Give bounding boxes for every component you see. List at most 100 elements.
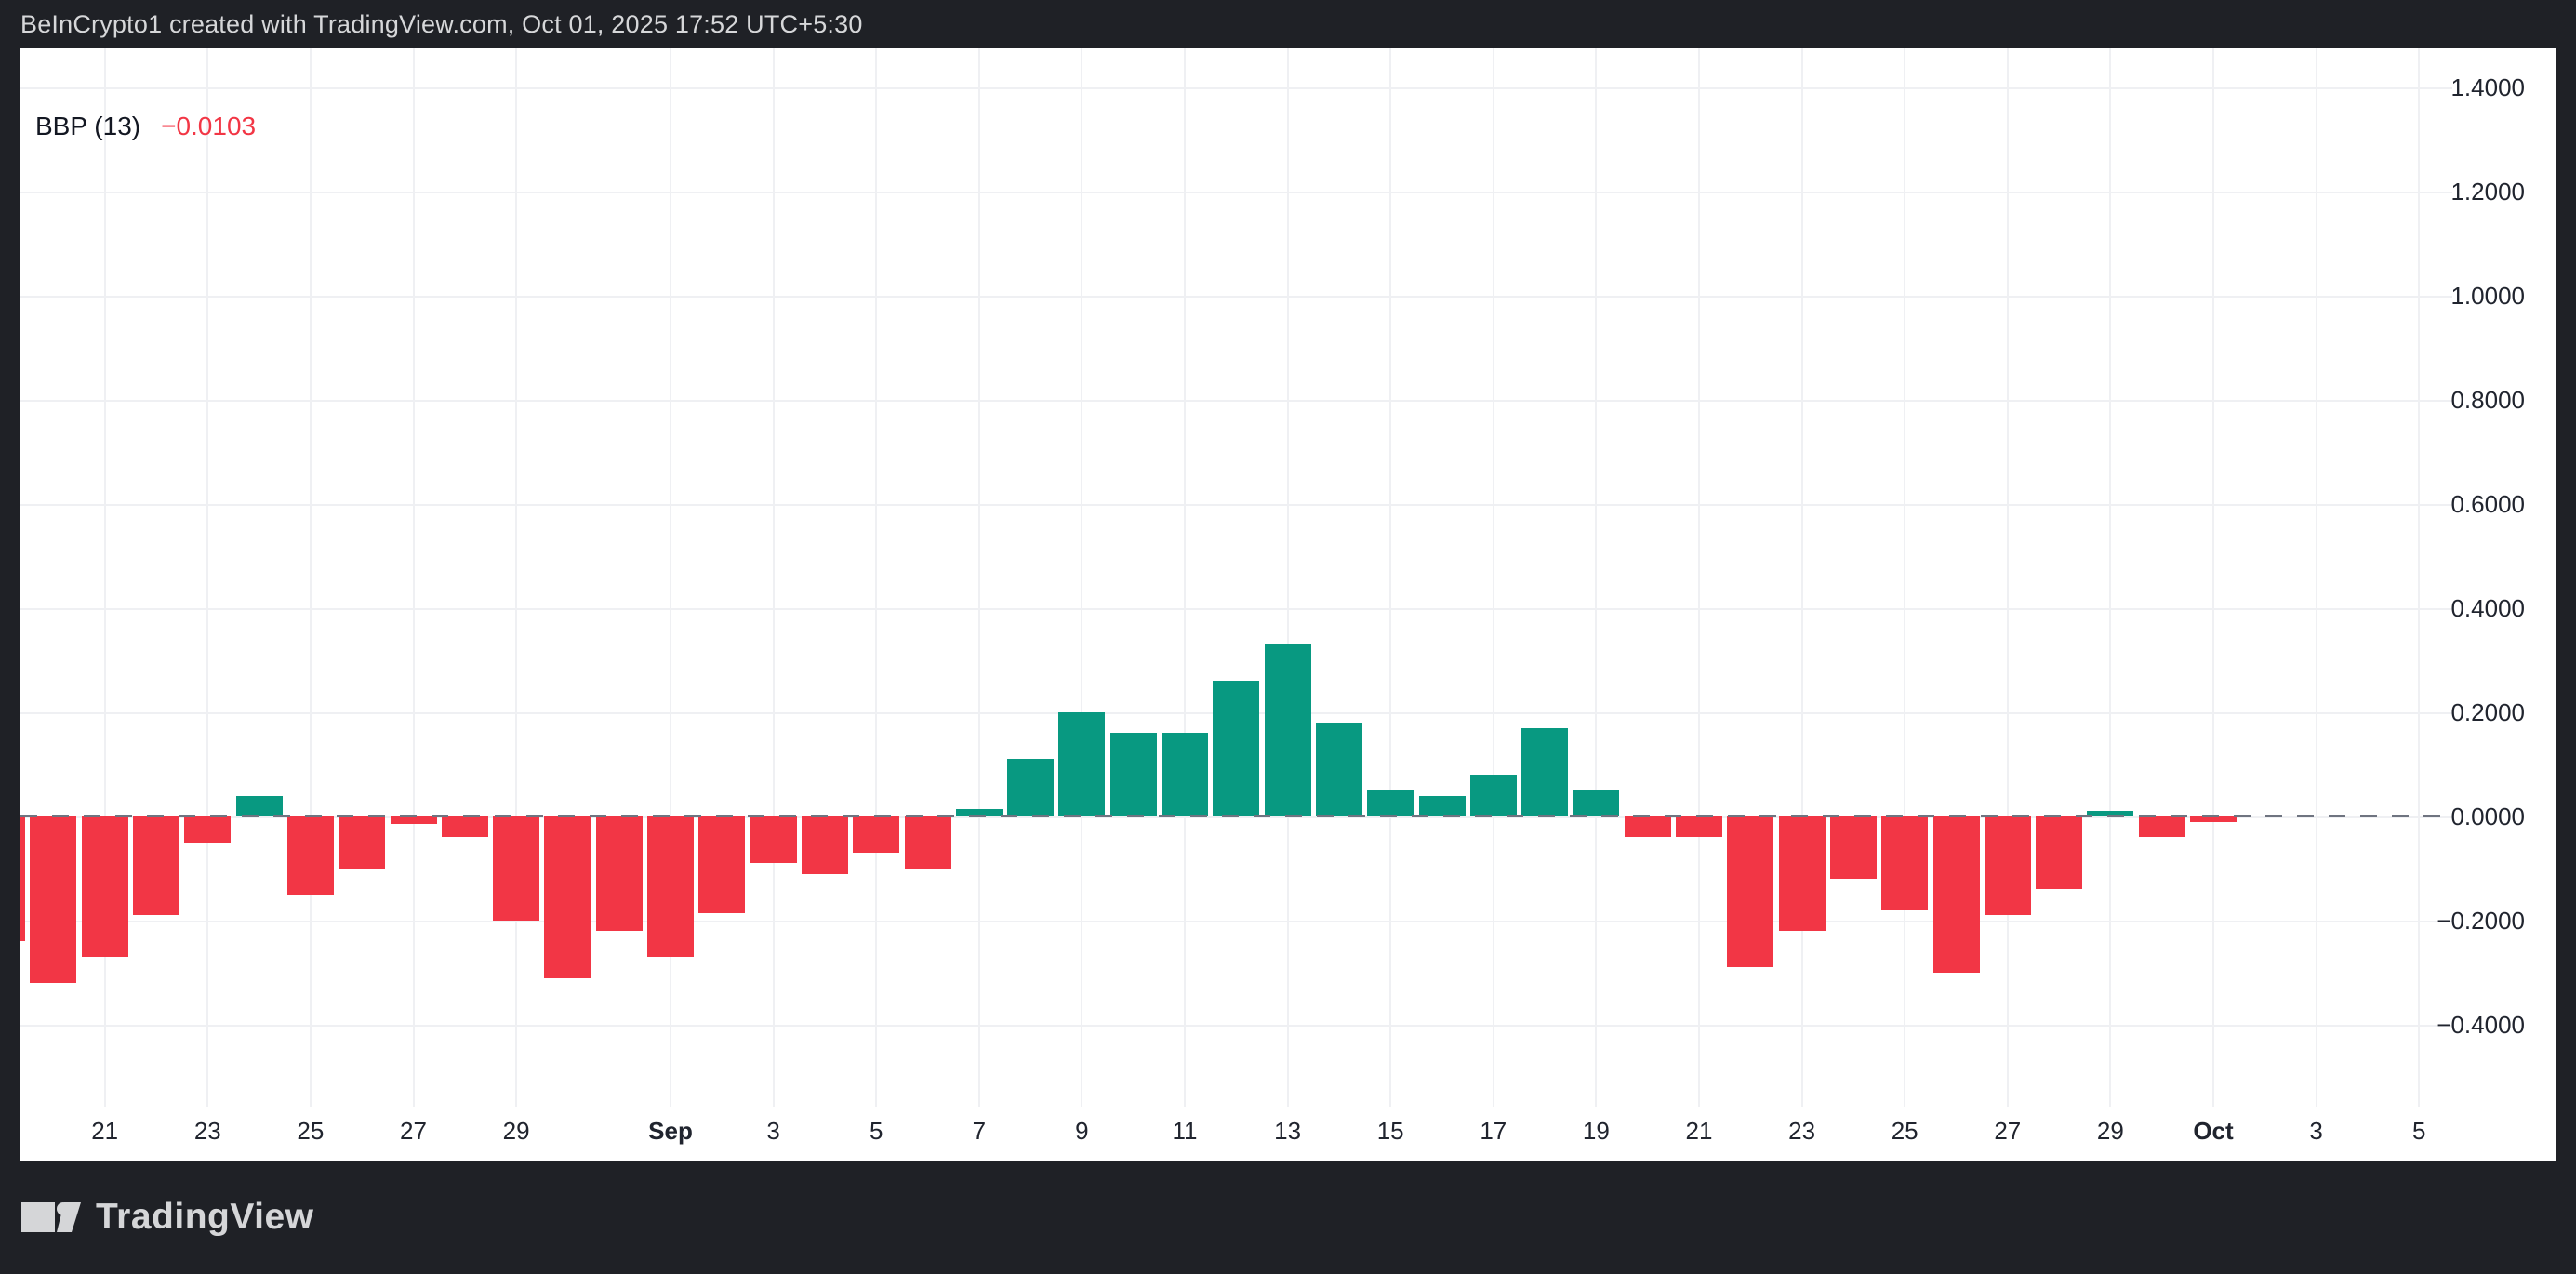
tradingview-brand-text: TradingView (96, 1197, 314, 1237)
bbp-bar[interactable] (1521, 727, 1569, 816)
x-axis-label: 25 (1891, 1117, 1919, 1145)
bbp-bar[interactable] (2190, 816, 2237, 822)
x-gridline (1184, 48, 1186, 1107)
y-axis-label: 0.6000 (2450, 490, 2525, 518)
bbp-bar[interactable] (1778, 816, 1826, 932)
x-gridline (515, 48, 518, 1107)
y-gridline (20, 816, 2452, 818)
bbp-bar[interactable] (286, 816, 334, 895)
y-axis-label: 0.4000 (2450, 594, 2525, 622)
snapshot-footer-bar: TradingView (0, 1161, 2576, 1274)
x-gridline (977, 48, 980, 1107)
y-axis-label: 0.8000 (2450, 386, 2525, 414)
y-gridline (20, 296, 2452, 298)
x-gridline (2109, 48, 2112, 1107)
bbp-bar[interactable] (904, 816, 951, 869)
x-gridline (1698, 48, 1700, 1107)
bbp-bar[interactable] (1881, 816, 1929, 910)
x-axis-label: 19 (1582, 1117, 1610, 1145)
bbp-bar[interactable] (184, 816, 232, 843)
tradingview-logo-icon (21, 1202, 81, 1232)
bbp-bar[interactable] (1315, 723, 1362, 816)
bbp-bar[interactable] (853, 816, 900, 854)
bbp-bar[interactable] (801, 816, 848, 874)
y-axis-label: 1.4000 (2450, 73, 2525, 101)
x-axis-label: 21 (91, 1117, 119, 1145)
bbp-bar[interactable] (133, 816, 179, 916)
x-gridline (1904, 48, 1906, 1107)
x-axis-label: 3 (2309, 1117, 2323, 1145)
bbp-bar[interactable] (647, 816, 694, 958)
attribution-text: BeInCrypto1 created with TradingView.com… (20, 9, 863, 38)
x-gridline (1286, 48, 1289, 1107)
bbp-bar[interactable] (2138, 816, 2185, 838)
x-axis-label: 17 (1480, 1117, 1507, 1145)
y-gridline (20, 400, 2452, 402)
x-gridline (2006, 48, 2009, 1107)
x-axis-label: 5 (869, 1117, 883, 1145)
x-axis-label: 15 (1376, 1117, 1404, 1145)
bbp-bar[interactable] (1109, 733, 1157, 816)
x-axis-label: 11 (1172, 1117, 1198, 1145)
bbp-bar[interactable] (390, 816, 437, 825)
bbp-bar[interactable] (1418, 795, 1466, 816)
bbp-bar[interactable] (339, 816, 386, 869)
x-gridline (772, 48, 775, 1107)
bbp-bar[interactable] (1007, 759, 1055, 816)
bbp-bar[interactable] (1058, 712, 1106, 816)
x-gridline (1595, 48, 1598, 1107)
y-gridline (20, 87, 2452, 89)
bbp-bar[interactable] (1676, 816, 1722, 838)
bbp-bar[interactable] (1727, 816, 1774, 968)
bbp-bar[interactable] (1213, 681, 1260, 816)
bbp-bar[interactable] (1932, 816, 1980, 973)
x-gridline (103, 48, 106, 1107)
bbp-bar[interactable] (955, 808, 1003, 816)
y-gridline (20, 192, 2452, 193)
bbp-bar[interactable] (698, 816, 746, 913)
x-axis-label: 23 (1788, 1117, 1816, 1145)
x-gridline (309, 48, 312, 1107)
bbp-bar[interactable] (1829, 816, 1877, 880)
indicator-name-label: BBP (13) (35, 112, 141, 140)
bbp-bar[interactable] (30, 816, 77, 984)
bbp-bar[interactable] (595, 816, 643, 932)
chart-panel: 1.4000 1.2000 1.0000 0.8000 0.6000 0.4000 0.20… (20, 48, 2556, 1161)
bbp-bar[interactable] (1367, 790, 1414, 816)
x-axis-label: 21 (1685, 1117, 1713, 1145)
x-gridline (1081, 48, 1083, 1107)
bbp-bar[interactable] (750, 816, 797, 864)
bbp-bar[interactable] (2036, 816, 2083, 890)
y-axis-label: 1.2000 (2450, 178, 2525, 206)
bbp-bar[interactable] (493, 816, 540, 921)
bbp-bar[interactable] (1264, 644, 1311, 816)
x-gridline (670, 48, 671, 1107)
bbp-bar[interactable] (1624, 816, 1671, 838)
x-gridline (1389, 48, 1392, 1107)
y-gridline (20, 921, 2452, 922)
x-axis-label: 29 (2096, 1117, 2124, 1145)
y-axis-label: 0.2000 (2450, 698, 2525, 726)
bbp-bar[interactable] (1469, 775, 1517, 816)
y-axis-label: 1.0000 (2450, 282, 2525, 310)
x-axis-label: 3 (766, 1117, 780, 1145)
y-axis-label: −0.4000 (2437, 1011, 2525, 1039)
x-gridline (2212, 48, 2214, 1107)
bbp-bar[interactable] (1984, 816, 2031, 916)
indicator-legend[interactable]: BBP (13) −0.0103 (35, 112, 256, 141)
tradingview-brand-link[interactable]: TradingView (21, 1197, 314, 1238)
bbp-bar[interactable] (1162, 733, 1208, 816)
bbp-bar[interactable] (2087, 811, 2134, 816)
x-axis-label: 5 (2411, 1117, 2426, 1145)
bbp-bar[interactable] (81, 816, 128, 958)
bbp-bar[interactable] (1573, 790, 1620, 816)
bbp-bar[interactable] (544, 816, 591, 978)
x-axis-label: 25 (297, 1117, 325, 1145)
bbp-bar[interactable] (235, 795, 283, 816)
x-gridline (206, 48, 209, 1107)
x-gridline (2315, 48, 2317, 1107)
y-axis-label: −0.2000 (2437, 907, 2525, 935)
bbp-bar[interactable] (441, 816, 488, 838)
x-axis-label: 27 (400, 1117, 427, 1145)
bbp-bar[interactable] (20, 816, 26, 942)
